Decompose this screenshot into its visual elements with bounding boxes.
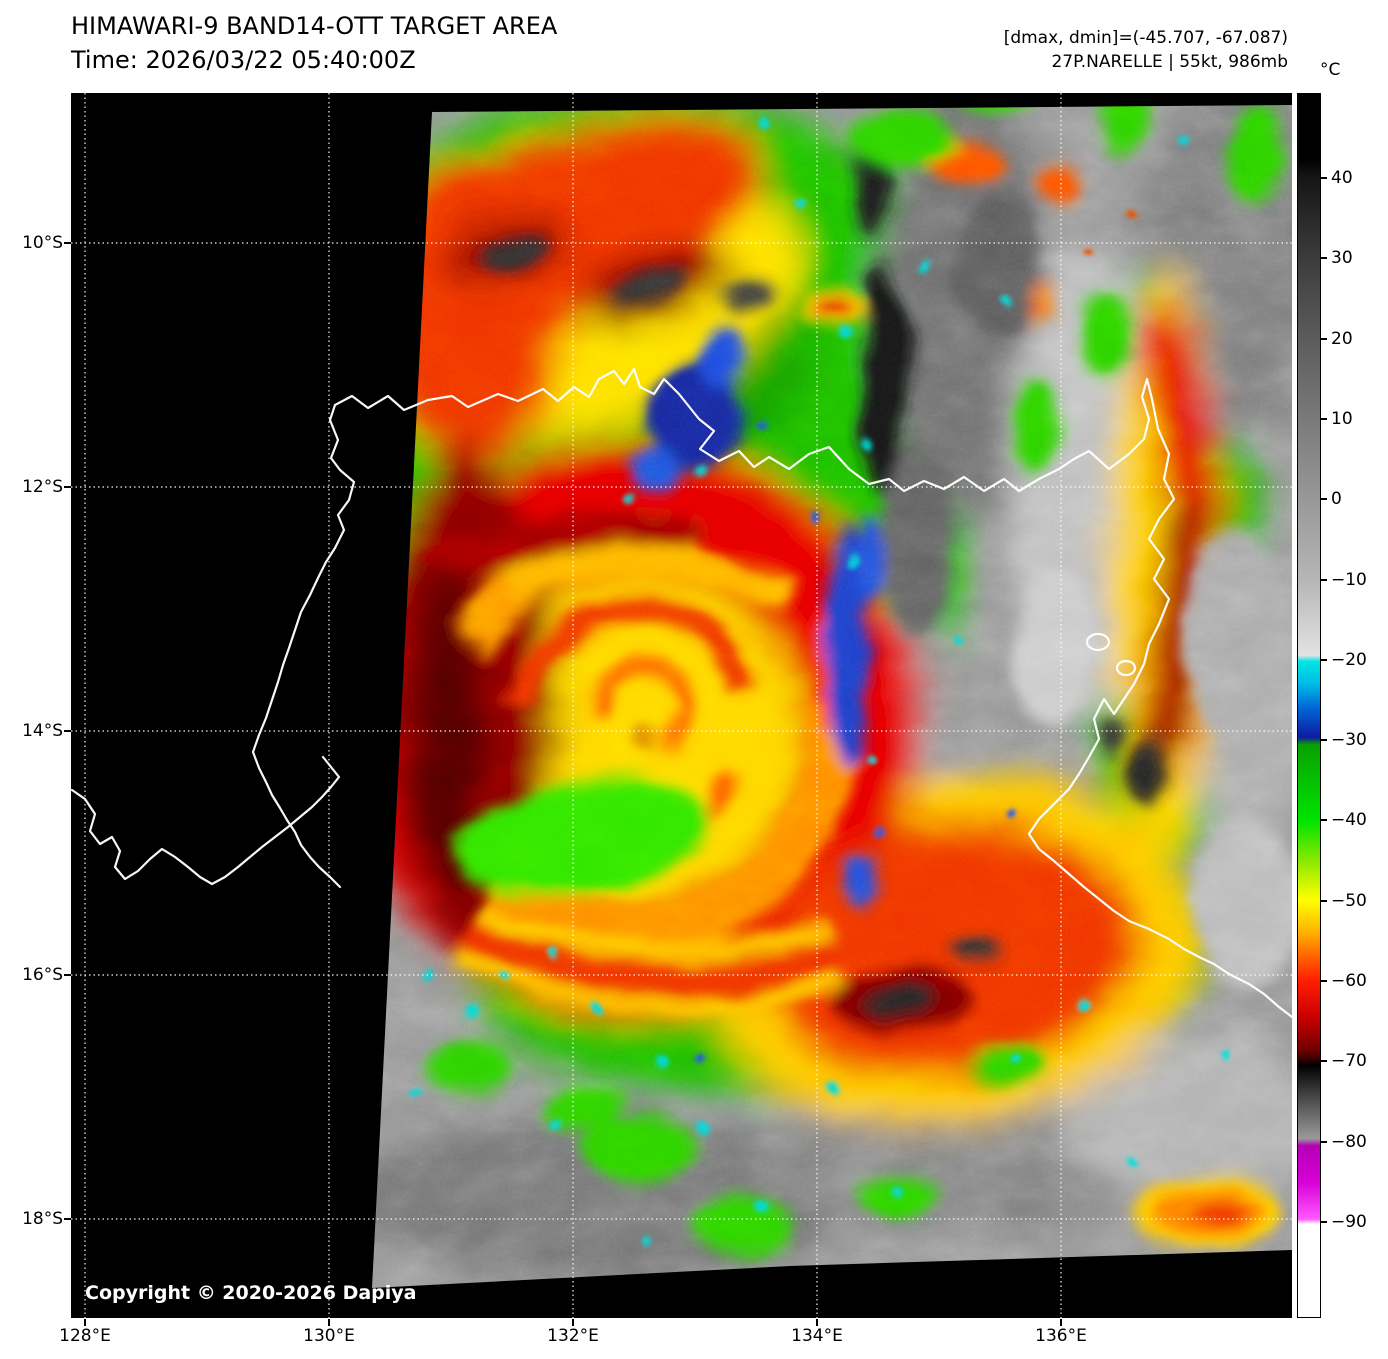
axis-tick [328, 1319, 330, 1326]
map-plot: Copyright © 2020-2026 Dapiya [70, 93, 1294, 1318]
colorbar-tick-label: −10 [1331, 570, 1367, 590]
colorbar-tick [1321, 900, 1327, 902]
colorbar-tick [1321, 338, 1327, 340]
lon-label: 134°E [791, 1326, 843, 1346]
colorbar-tick [1321, 659, 1327, 661]
axis-tick [1060, 1319, 1062, 1326]
colorbar-tick-label: −80 [1331, 1132, 1367, 1152]
lon-label: 128°E [59, 1326, 111, 1346]
colorbar-tick [1321, 418, 1327, 420]
colorbar-tick [1321, 1141, 1327, 1143]
axis-tick [816, 1319, 818, 1326]
colorbar-tick [1321, 177, 1327, 179]
colorbar-tick [1321, 819, 1327, 821]
axis-tick [64, 730, 71, 732]
lat-label: 18°S [22, 1209, 63, 1229]
colorbar-tick-label: 20 [1331, 329, 1353, 349]
colorbar-tick-label: −60 [1331, 971, 1367, 991]
axis-tick [84, 1319, 86, 1326]
colorbar-unit-label: °C [1320, 60, 1341, 80]
copyright-label: Copyright © 2020-2026 Dapiya [85, 1282, 417, 1304]
colorbar-tick-label: −30 [1331, 730, 1367, 750]
coastline-overlay [70, 367, 1294, 1019]
colorbar [1297, 93, 1321, 1318]
lat-label: 12°S [22, 477, 63, 497]
axis-tick [572, 1319, 574, 1326]
lat-label: 10°S [22, 233, 63, 253]
colorbar-tick-label: 0 [1331, 489, 1342, 509]
dmax-dmin-label: [dmax, dmin]=(-45.707, -67.087) [1003, 28, 1288, 48]
colorbar-tick-label: −70 [1331, 1051, 1367, 1071]
colorbar-tick-label: −20 [1331, 650, 1367, 670]
colorbar-tick-label: −50 [1331, 891, 1367, 911]
colorbar-tick-label: −40 [1331, 810, 1367, 830]
lon-label: 136°E [1035, 1326, 1087, 1346]
lat-label: 14°S [22, 721, 63, 741]
colorbar-tick [1321, 1221, 1327, 1223]
satellite-data-swath [372, 105, 1292, 1288]
storm-info-label: 27P.NARELLE | 55kt, 986mb [1051, 52, 1288, 72]
colorbar-tick [1321, 1060, 1327, 1062]
grid-overlay [71, 93, 1292, 1318]
figure-time: Time: 2026/03/22 05:40:00Z [71, 46, 416, 74]
colorbar-tick [1321, 980, 1327, 982]
lon-label: 132°E [547, 1326, 599, 1346]
figure-title: HIMAWARI-9 BAND14-OTT TARGET AREA [71, 12, 558, 40]
axis-tick [64, 1218, 71, 1220]
axis-tick [64, 486, 71, 488]
colorbar-tick [1321, 739, 1327, 741]
colorbar-tick-label: 30 [1331, 248, 1353, 268]
colorbar-tick [1321, 579, 1327, 581]
lat-label: 16°S [22, 965, 63, 985]
axis-tick [64, 974, 71, 976]
colorbar-tick-label: −90 [1331, 1212, 1367, 1232]
colorbar-tick [1321, 498, 1327, 500]
axis-tick [64, 242, 71, 244]
lon-label: 130°E [303, 1326, 355, 1346]
satellite-image [70, 93, 1294, 1318]
colorbar-tick-label: 40 [1331, 168, 1353, 188]
colorbar-tick-label: 10 [1331, 409, 1353, 429]
colorbar-tick [1321, 257, 1327, 259]
